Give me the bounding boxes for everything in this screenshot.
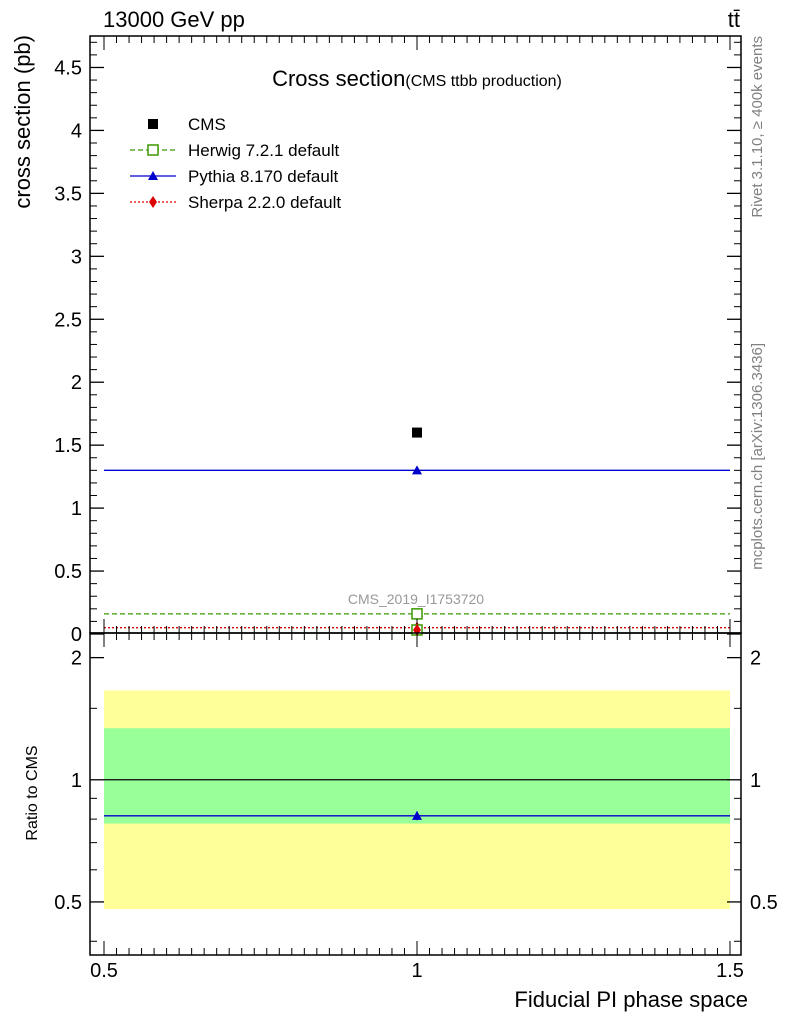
- legend-cms-marker: [148, 119, 158, 129]
- ratio-y-tick-label: 0.5: [54, 892, 82, 914]
- rivet-version-label: Rivet 3.1.10, ≥ 400k events: [749, 36, 766, 218]
- legend: CMS Herwig 7.2.1 default Pythia 8.170 defa…: [130, 115, 341, 212]
- ratio-y-axis-label: Ratio to CMS: [24, 745, 41, 840]
- ratio-y-tick-label-right: 0.5: [750, 892, 778, 914]
- main-chart-subtitle: (CMS ttbb production): [405, 73, 562, 90]
- main-y-tick-label: 3: [71, 246, 82, 268]
- legend-pythia-8-170-default-marker: [148, 171, 158, 180]
- ratio-panel: 0.5 0.5 1 1 2 2 0.5 1 1.5 Ratio to CMS Fiducial…: [24, 624, 778, 1012]
- main-y-tick-label: 4: [71, 120, 82, 142]
- mcplots-label: mcplots.cern.ch [arXiv:1306.3436]: [749, 343, 766, 570]
- analysis-name-annotation: CMS_2019_I1753720: [348, 591, 484, 607]
- main-y-tick-label: 2.5: [54, 309, 82, 331]
- ratio-y-tick-label-right: 2: [750, 648, 761, 670]
- ratio-x-axis-label: Fiducial PI phase space: [514, 987, 748, 1012]
- main-y-tick-label: 2: [71, 372, 82, 394]
- main-y-tick-label: 1: [71, 498, 82, 520]
- legend-cms-label: CMS: [188, 115, 226, 134]
- header-energy-label: 13000 GeV pp: [103, 7, 245, 32]
- main-chart-title: Cross section(CMS ttbb production): [272, 66, 562, 91]
- ratio-x-tick-label: 1.5: [716, 960, 744, 982]
- main-y-tick-label: 4.5: [54, 57, 82, 79]
- main-y-tick-label: 1.5: [54, 435, 82, 457]
- stat-uncertainty-band: [104, 728, 730, 824]
- legend-herwig-7-2-1-default-marker: [147, 144, 159, 156]
- main-panel: 00.511.522.533.544.5 cross section (pb) …: [10, 35, 742, 646]
- main-y-tick-label: 0: [71, 624, 82, 646]
- ratio-x-tick-label: 0.5: [90, 960, 118, 982]
- ratio-y-tick-label: 1: [71, 770, 82, 792]
- main-y-tick-label: 0.5: [54, 561, 82, 583]
- cms-point: [412, 427, 422, 438]
- ratio-pythia-8-170-default-point: [412, 810, 422, 820]
- ratio-panel-frame: [89, 632, 742, 956]
- pythia-8-170-default-point: [412, 465, 422, 475]
- main-y-tick-label: 3.5: [54, 183, 82, 205]
- legend-herwig-7-2-1-default-label: Herwig 7.2.1 default: [188, 141, 339, 160]
- ratio-y-tick-label: 2: [71, 648, 82, 670]
- main-chart-title-text: Cross section: [272, 66, 405, 91]
- legend-sherpa-2-2-0-default-marker: [149, 196, 157, 208]
- ratio-x-tick-label: 1: [411, 960, 422, 982]
- herwig-7-2-1-default-point: [411, 608, 423, 620]
- header-process-label: tt̄: [728, 7, 740, 32]
- legend-sherpa-2-2-0-default-label: Sherpa 2.2.0 default: [188, 193, 341, 212]
- ratio-y-tick-label-right: 1: [750, 770, 761, 792]
- main-y-axis-label: cross section (pb): [10, 35, 35, 209]
- legend-pythia-8-170-default-label: Pythia 8.170 default: [188, 167, 339, 186]
